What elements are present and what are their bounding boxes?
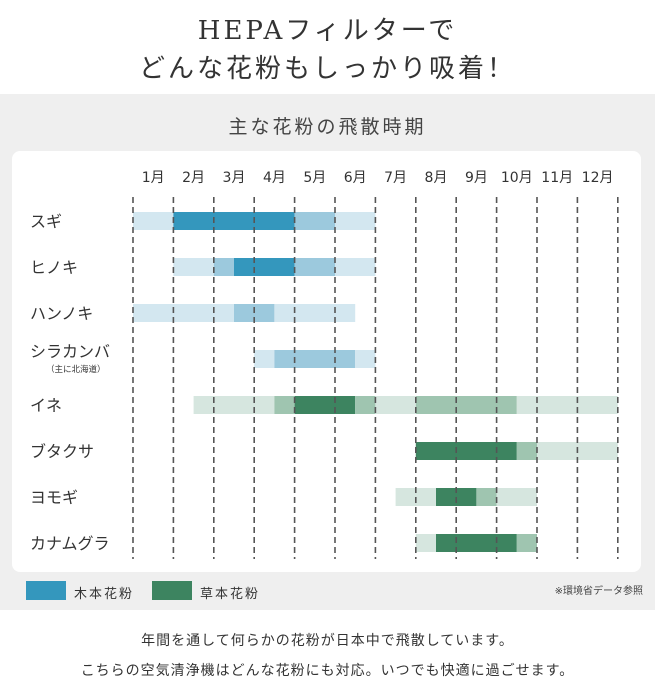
footer-line-1: 年間を通して何らかの花粉が日本中で飛散しています。 xyxy=(141,633,514,649)
period-bar xyxy=(274,396,295,414)
month-label: 7月 xyxy=(384,170,407,186)
period-bar xyxy=(355,396,376,414)
period-bar xyxy=(274,350,356,368)
period-bar xyxy=(213,258,234,276)
month-label: 3月 xyxy=(223,170,246,186)
row-label: スギ xyxy=(30,212,62,231)
period-bar xyxy=(375,396,416,414)
footer-line-2: こちらの空気清浄機はどんな花粉にも対応。いつでも快適に過ごせます。 xyxy=(80,663,575,679)
period-bar xyxy=(436,534,517,552)
period-bar xyxy=(193,396,275,414)
source-note: ※環境省データ参照 xyxy=(554,586,643,597)
month-label: 8月 xyxy=(425,170,448,186)
row-label: ヨモギ xyxy=(30,488,78,507)
period-bar xyxy=(133,212,174,230)
period-bar xyxy=(476,488,497,506)
row-label: ハンノキ xyxy=(30,304,93,323)
period-bar xyxy=(496,488,537,506)
period-bar xyxy=(415,442,517,460)
period-bar xyxy=(254,350,275,368)
month-label: 12月 xyxy=(582,170,614,186)
legend-label-grass: 草本花粉 xyxy=(200,587,261,602)
month-label: 1月 xyxy=(142,170,165,186)
month-label: 5月 xyxy=(303,170,326,186)
month-label: 2月 xyxy=(182,170,205,186)
period-bar xyxy=(516,396,618,414)
month-label: 6月 xyxy=(344,170,367,186)
pollen-timeline-chart: 1月 2月 3月 4月 5月 6月 7月 8月 9月 10月 11月 12月スギヒノキハンノキシラカン… xyxy=(30,170,619,559)
headline-line-2: どんな花粉もしっかり吸着！ xyxy=(138,54,516,84)
section-title: 主な花粉の飛散時期 xyxy=(228,116,427,138)
period-bar xyxy=(173,212,295,230)
legend-swatch-tree xyxy=(26,581,66,600)
period-bar xyxy=(335,258,376,276)
period-bar xyxy=(335,212,376,230)
period-bar xyxy=(415,396,517,414)
period-bar xyxy=(294,396,356,414)
row-sublabel: （主に北海道） xyxy=(46,364,106,375)
row-label: シラカンバ xyxy=(30,342,110,361)
legend-swatch-grass xyxy=(152,581,192,600)
period-bar xyxy=(294,258,335,276)
month-label: 10月 xyxy=(501,170,533,186)
legend-label-tree: 木本花粉 xyxy=(74,587,135,602)
row-label: ブタクサ xyxy=(30,442,94,461)
month-label: 11月 xyxy=(541,170,573,186)
headline-line-1: HEPAフィルターで xyxy=(197,16,458,46)
row-label: ヒノキ xyxy=(30,258,78,277)
row-label: カナムグラ xyxy=(30,534,110,553)
period-bar xyxy=(294,212,335,230)
period-bar xyxy=(234,258,295,276)
period-bar xyxy=(516,442,537,460)
month-label: 4月 xyxy=(263,170,286,186)
period-bar xyxy=(173,258,214,276)
period-bar xyxy=(355,350,376,368)
month-label: 9月 xyxy=(465,170,488,186)
chart-card: 1月 2月 3月 4月 5月 6月 7月 8月 9月 10月 11月 12月スギヒノキハンノキシラカン… xyxy=(12,151,641,572)
period-bar xyxy=(516,534,537,552)
period-bar xyxy=(133,304,234,322)
period-bar xyxy=(415,534,436,552)
period-bar xyxy=(274,304,356,322)
row-label: イネ xyxy=(30,396,62,415)
